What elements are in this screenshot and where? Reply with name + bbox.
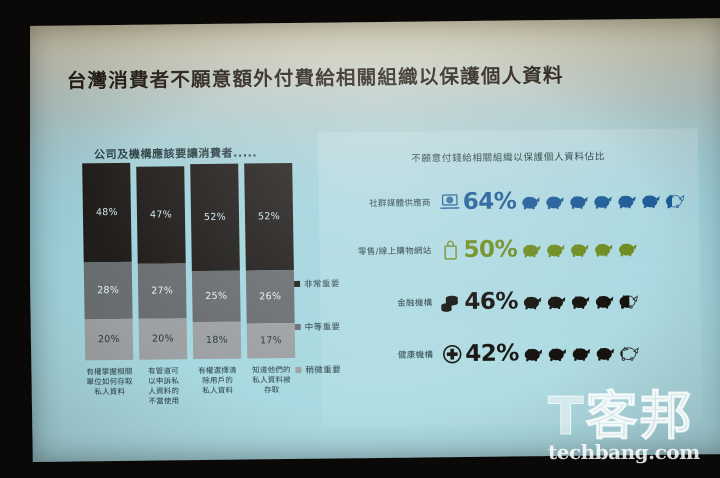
bar-stack: 52% 25% 18% [190, 163, 242, 360]
bar-segment-very-important: 47% [136, 166, 186, 264]
shopping-bag-icon [437, 240, 463, 260]
legend-swatch-icon [294, 323, 301, 330]
bar-segment-value: 20% [151, 333, 175, 345]
bar-segment-value: 20% [97, 333, 121, 346]
pictogram-row: 金融機構 46% [320, 276, 701, 326]
pictogram-row-label: 健康機構 [397, 350, 434, 361]
piggy-bank-group [520, 240, 640, 258]
pictogram-row-label: 零售/線上購物網站 [357, 246, 432, 258]
piggy-bank-group [522, 344, 642, 362]
bar-segment-moderately-important: 25% [191, 270, 241, 323]
room-edge-left [0, 0, 30, 478]
presentation-slide: 台灣消費者不願意額外付費給相關組織以保護個人資料 公司及機構應該要讓消費者...… [26, 18, 720, 462]
bar-segment-value: 52% [257, 211, 281, 223]
bar-stack: 48% 28% 20% [82, 163, 134, 361]
bar-segment-moderately-important: 27% [137, 262, 187, 319]
bar-segment-value: 28% [97, 284, 120, 296]
bar-segment-value: 27% [151, 285, 174, 297]
bar-stack: 52% 26% 17% [244, 163, 296, 359]
slide-title: 台灣消費者不願意額外付費給相關組織以保護個人資料 [66, 63, 564, 93]
coins-icon [438, 293, 464, 312]
legend-swatch-icon [295, 366, 302, 373]
bar-stack: 47% 27% 20% [136, 166, 188, 360]
pictogram-row: 零售/線上購物網站 50% [319, 224, 700, 274]
legend-swatch-icon [294, 280, 301, 287]
pictogram-row-percent: 50% [463, 235, 518, 263]
bar-segment-slightly-important: 20% [138, 318, 188, 360]
pictogram-row-percent: 46% [464, 287, 519, 315]
bar-segment-moderately-important: 28% [83, 261, 133, 320]
piggy-bank-group [521, 292, 641, 310]
pictogram-rows: 社群媒體供應商 64% [318, 128, 698, 367]
bar-segment-slightly-important: 18% [192, 321, 242, 360]
pictogram-row-label: 社群媒體供應商 [369, 198, 431, 210]
medical-cross-icon [439, 344, 465, 364]
room-edge-bottom [0, 468, 720, 478]
bar-segment-very-important: 52% [244, 163, 294, 271]
bar-segment-value: 18% [205, 334, 229, 347]
bar-segment-value: 26% [259, 291, 282, 303]
piggy-bank-group [519, 191, 687, 210]
bar-segment-very-important: 52% [190, 163, 240, 271]
pictogram-row: 健康機構 42% [321, 328, 702, 378]
right-panel-title: 不願意付錢給相關組織以保護個人資料佔比 [411, 151, 606, 165]
bar-segment-moderately-important: 26% [245, 269, 295, 324]
bar-segment-value: 48% [95, 206, 119, 219]
pictogram-row-percent: 42% [464, 339, 519, 367]
right-panel: 不願意付錢給相關組織以保護個人資料佔比 社群媒體供應商 64% [317, 128, 703, 428]
bar-segment-value: 17% [259, 335, 283, 347]
pictogram-row-percent: 64% [462, 187, 517, 215]
left-chart-subtitle: 公司及機構應該要讓消費者..... [93, 146, 258, 162]
bar-segment-value: 52% [203, 211, 227, 224]
bar-segment-value: 25% [205, 290, 228, 302]
bar-segment-very-important: 48% [82, 163, 132, 262]
bar-segment-slightly-important: 17% [246, 323, 296, 359]
pictogram-row-label: 金融機構 [397, 298, 433, 309]
pictogram-row: 社群媒體供應商 64% [318, 176, 699, 226]
bar-segment-slightly-important: 20% [84, 318, 134, 361]
bar-segment-value: 47% [149, 209, 173, 221]
stacked-bar-chart: 96%48%28%20%有權掌握相關單位如何存取私人資料95%47%27%20%… [51, 163, 303, 406]
laptop-icon [437, 193, 463, 211]
